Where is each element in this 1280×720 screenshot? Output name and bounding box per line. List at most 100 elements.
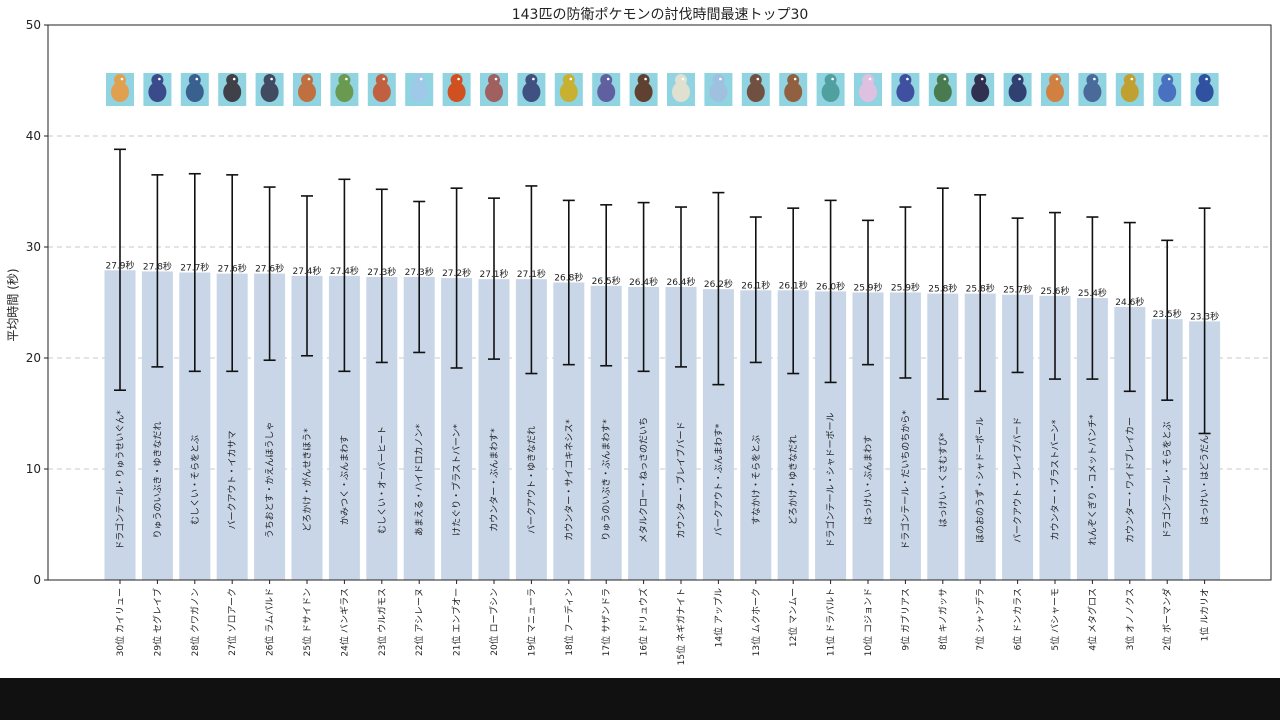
sprite-body [522, 82, 541, 102]
sprite-head [862, 74, 874, 86]
move-label: カウンター・サイコキネシス* [564, 419, 575, 541]
sprite-eye [756, 77, 760, 81]
sprite-eye [644, 77, 647, 81]
sprite-head [787, 74, 800, 86]
move-labels-layer: ドラゴンテール・りゅうせいぐん* りゅうのいぶき・ゆきなだれ むしくい・そらをとぶ バ… [114, 410, 1211, 550]
move-label: バークアウト・イカサマ [227, 430, 238, 529]
error-bars-layer [114, 148, 1211, 435]
chart: 27.9秒 27.8秒 27.7秒 27.6秒 27.6秒 27.4秒 27.4秒 27.3秒… [6, 7, 1272, 665]
pokemon-sprite [741, 73, 770, 106]
move-label: バークアウト・ブレイブバード [1012, 417, 1024, 543]
pokemon-sprite [704, 73, 733, 106]
sprite-body [111, 82, 129, 102]
pokemon-sprite [367, 73, 396, 106]
move-label: けたぐり・ブラストバーン* [451, 424, 463, 536]
sprite-head [301, 74, 313, 86]
sprite-eye [457, 77, 460, 81]
sprite-body [1046, 82, 1064, 102]
data-label: 23.5秒 [1153, 308, 1182, 320]
sprite-head [525, 74, 538, 86]
data-label: 27.6秒 [218, 263, 247, 275]
sprite-body [1158, 82, 1177, 102]
bottom-band [0, 678, 1280, 720]
sprite-head [899, 74, 912, 86]
x-tick-label: 2位 ボーマンダ [1161, 588, 1173, 651]
pokemon-sprite [891, 73, 920, 106]
y-tick-label: 10 [26, 462, 41, 476]
move-label: ドラゴンテール・だいちのちから* [899, 410, 911, 550]
sprite-head [413, 74, 426, 86]
sprite-eye [1055, 77, 1059, 81]
x-tick-label: 23位 ウルガモス [376, 588, 388, 656]
move-label: ほのおのうず・シャドーボール [975, 417, 986, 543]
sprite-head [263, 74, 276, 86]
sprite-body [485, 82, 503, 102]
move-label: ドラゴンテール・シャドーボール [825, 412, 837, 547]
y-tick-label: 40 [26, 129, 41, 143]
sprite-head [600, 74, 613, 86]
sprite-head [637, 74, 650, 86]
x-tick-label: 17位 サザンドラ [600, 588, 612, 656]
move-label: ドラゴンテール・そらをとぶ [1161, 421, 1173, 538]
pokemon-sprite [442, 73, 471, 106]
pokemon-sprite [1115, 73, 1144, 106]
data-label: 27.8秒 [143, 260, 172, 272]
data-label: 26.1秒 [779, 279, 808, 291]
x-tick-label: 13位 ムクホーク [750, 588, 762, 656]
pokemon-sprite [667, 73, 695, 106]
sprite-head [338, 74, 351, 86]
sprite-body [597, 82, 616, 102]
data-label: 26.4秒 [629, 276, 658, 288]
pokemon-sprite [854, 73, 882, 106]
x-tick-label: 1位 ルカリオ [1199, 588, 1211, 641]
x-tick-label: 27位 ゾロアーク [226, 588, 238, 656]
sprite-eye [532, 77, 535, 81]
data-label: 27.3秒 [405, 266, 434, 278]
y-axis-label: 平均時間 (秒) [6, 268, 20, 341]
x-tick-label: 11位 ドラパルト [825, 588, 837, 656]
sprite-body [746, 82, 765, 102]
sprite-body [1083, 82, 1102, 102]
pokemon-sprite [1078, 73, 1107, 106]
sprite-head [936, 74, 949, 86]
data-label: 26.8秒 [554, 272, 583, 284]
sprite-body [148, 82, 167, 102]
sprite-body [784, 82, 803, 102]
sprite-body [1008, 82, 1027, 102]
move-label: どろかけ・ゆきなだれ [788, 435, 799, 525]
pokemon-sprite [816, 73, 845, 106]
sprite-head [488, 74, 500, 86]
data-label: 25.6秒 [1040, 285, 1069, 297]
sprite-body [971, 82, 990, 102]
x-tick-label: 12位 マンムー [787, 588, 799, 647]
data-label: 25.8秒 [966, 283, 995, 295]
data-label: 23.3秒 [1190, 310, 1219, 322]
x-tick-label: 5位 バシャーモ [1049, 588, 1061, 651]
sprite-eye [943, 77, 947, 81]
y-tick-label: 20 [26, 351, 41, 365]
move-label: メタルクロー・ねっさのだいち [639, 417, 650, 543]
move-label: ドラゴンテール・りゅうせいぐん* [114, 410, 126, 550]
sprite-eye [307, 77, 311, 81]
sprite-eye [569, 77, 573, 81]
sprite-body [933, 82, 952, 102]
data-label: 27.1秒 [479, 268, 508, 280]
sprite-eye [980, 77, 984, 81]
data-label: 27.7秒 [180, 262, 209, 274]
y-tick-label: 0 [33, 573, 41, 587]
sprite-body [372, 82, 391, 102]
data-label: 26.5秒 [592, 275, 621, 287]
x-tick-label: 19位 マニューラ [525, 588, 537, 656]
pokemon-sprite [1153, 73, 1182, 106]
sprite-eye [606, 77, 610, 81]
sprite-body [298, 82, 316, 102]
sprite-body [559, 82, 578, 102]
x-tick-label: 15位 ネギガナイト [675, 588, 687, 665]
sprite-head [1123, 74, 1136, 86]
pokemon-sprite [405, 73, 434, 106]
move-label: はっけい・くさむすび* [938, 432, 949, 527]
plot-frame [47, 24, 1272, 581]
sprite-eye [1167, 77, 1171, 81]
data-label: 27.2秒 [442, 267, 471, 279]
sprite-eye [345, 77, 348, 81]
